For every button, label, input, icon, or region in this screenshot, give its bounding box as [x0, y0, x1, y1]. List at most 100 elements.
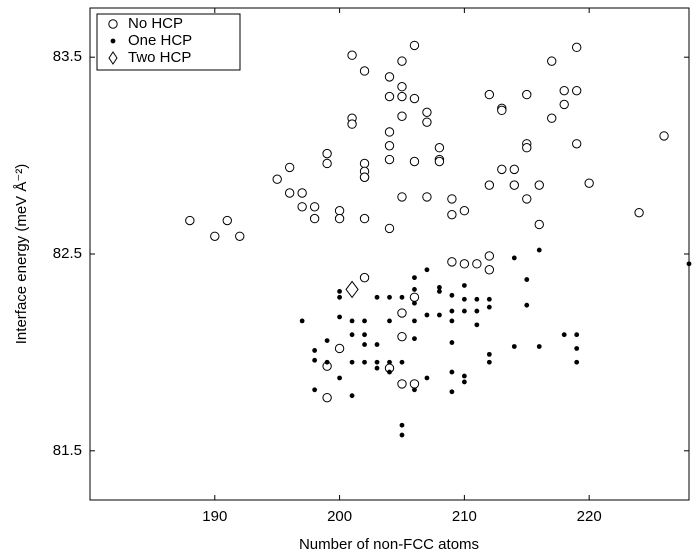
point	[461, 283, 467, 288]
point	[424, 312, 430, 318]
point	[484, 265, 495, 275]
y-tick-label: 81.5	[53, 442, 82, 459]
point	[522, 143, 532, 153]
point	[362, 359, 367, 365]
point	[574, 346, 580, 351]
point	[424, 267, 430, 273]
point	[349, 393, 355, 399]
point	[322, 158, 332, 169]
point	[297, 202, 307, 212]
point	[437, 312, 442, 318]
x-axis-label: Number of non-FCC atoms	[299, 536, 479, 553]
point	[397, 379, 407, 389]
point	[524, 302, 530, 308]
point	[534, 219, 544, 230]
point	[299, 318, 305, 324]
point	[486, 296, 492, 302]
point	[210, 231, 220, 241]
point	[374, 342, 380, 347]
point	[324, 338, 330, 343]
point	[434, 156, 445, 167]
point	[434, 143, 445, 153]
point	[659, 131, 669, 141]
point	[424, 375, 430, 381]
point	[374, 365, 380, 371]
legend-label: One HCP	[128, 32, 192, 49]
point	[509, 180, 519, 190]
point	[447, 194, 457, 204]
point	[397, 331, 407, 342]
point	[359, 213, 370, 224]
point	[486, 359, 492, 365]
point	[484, 251, 495, 261]
point	[387, 369, 392, 375]
point	[547, 56, 557, 66]
point	[461, 296, 467, 302]
point	[384, 223, 395, 234]
legend-swatch	[108, 51, 118, 65]
point	[397, 111, 407, 121]
point	[497, 105, 507, 116]
point	[422, 107, 432, 118]
point	[337, 294, 342, 300]
point	[511, 255, 517, 261]
point	[384, 127, 395, 137]
point	[399, 432, 405, 438]
point	[449, 340, 455, 345]
point	[349, 332, 355, 338]
point	[474, 322, 480, 328]
point	[461, 373, 467, 379]
point	[484, 180, 495, 190]
point	[459, 206, 470, 216]
point	[349, 359, 355, 365]
point	[272, 174, 282, 184]
point	[347, 50, 357, 60]
legend-label: No HCP	[128, 15, 183, 32]
point	[412, 318, 417, 324]
point	[359, 66, 370, 76]
point	[486, 304, 492, 310]
point	[284, 162, 295, 173]
point	[412, 300, 417, 306]
y-tick-label: 83.5	[53, 48, 82, 65]
point	[474, 296, 480, 302]
point	[384, 72, 395, 82]
x-tick-label: 220	[577, 508, 602, 525]
point	[422, 117, 432, 127]
point	[362, 332, 367, 338]
point	[337, 288, 342, 294]
point	[472, 259, 482, 269]
point	[461, 379, 467, 385]
point	[536, 344, 542, 349]
point	[522, 194, 532, 204]
point	[522, 89, 532, 100]
point	[571, 42, 582, 53]
point	[185, 215, 195, 226]
point	[312, 357, 318, 363]
point	[559, 85, 569, 96]
point	[547, 113, 557, 123]
y-tick-label: 82.5	[53, 245, 82, 262]
point	[447, 257, 457, 267]
point	[387, 294, 392, 300]
point	[359, 172, 370, 182]
point	[449, 318, 455, 324]
point	[374, 359, 380, 365]
point	[349, 318, 355, 324]
legend-box	[96, 13, 241, 71]
point	[449, 389, 455, 395]
point	[345, 280, 359, 299]
point	[387, 359, 392, 365]
point	[384, 154, 395, 165]
point	[399, 422, 405, 428]
point	[571, 139, 582, 149]
point	[486, 351, 492, 357]
point	[309, 213, 320, 224]
point	[437, 285, 442, 290]
point	[459, 259, 470, 269]
point	[584, 178, 594, 188]
point	[447, 209, 457, 220]
point	[362, 342, 367, 347]
point	[322, 148, 332, 159]
point	[534, 180, 544, 190]
